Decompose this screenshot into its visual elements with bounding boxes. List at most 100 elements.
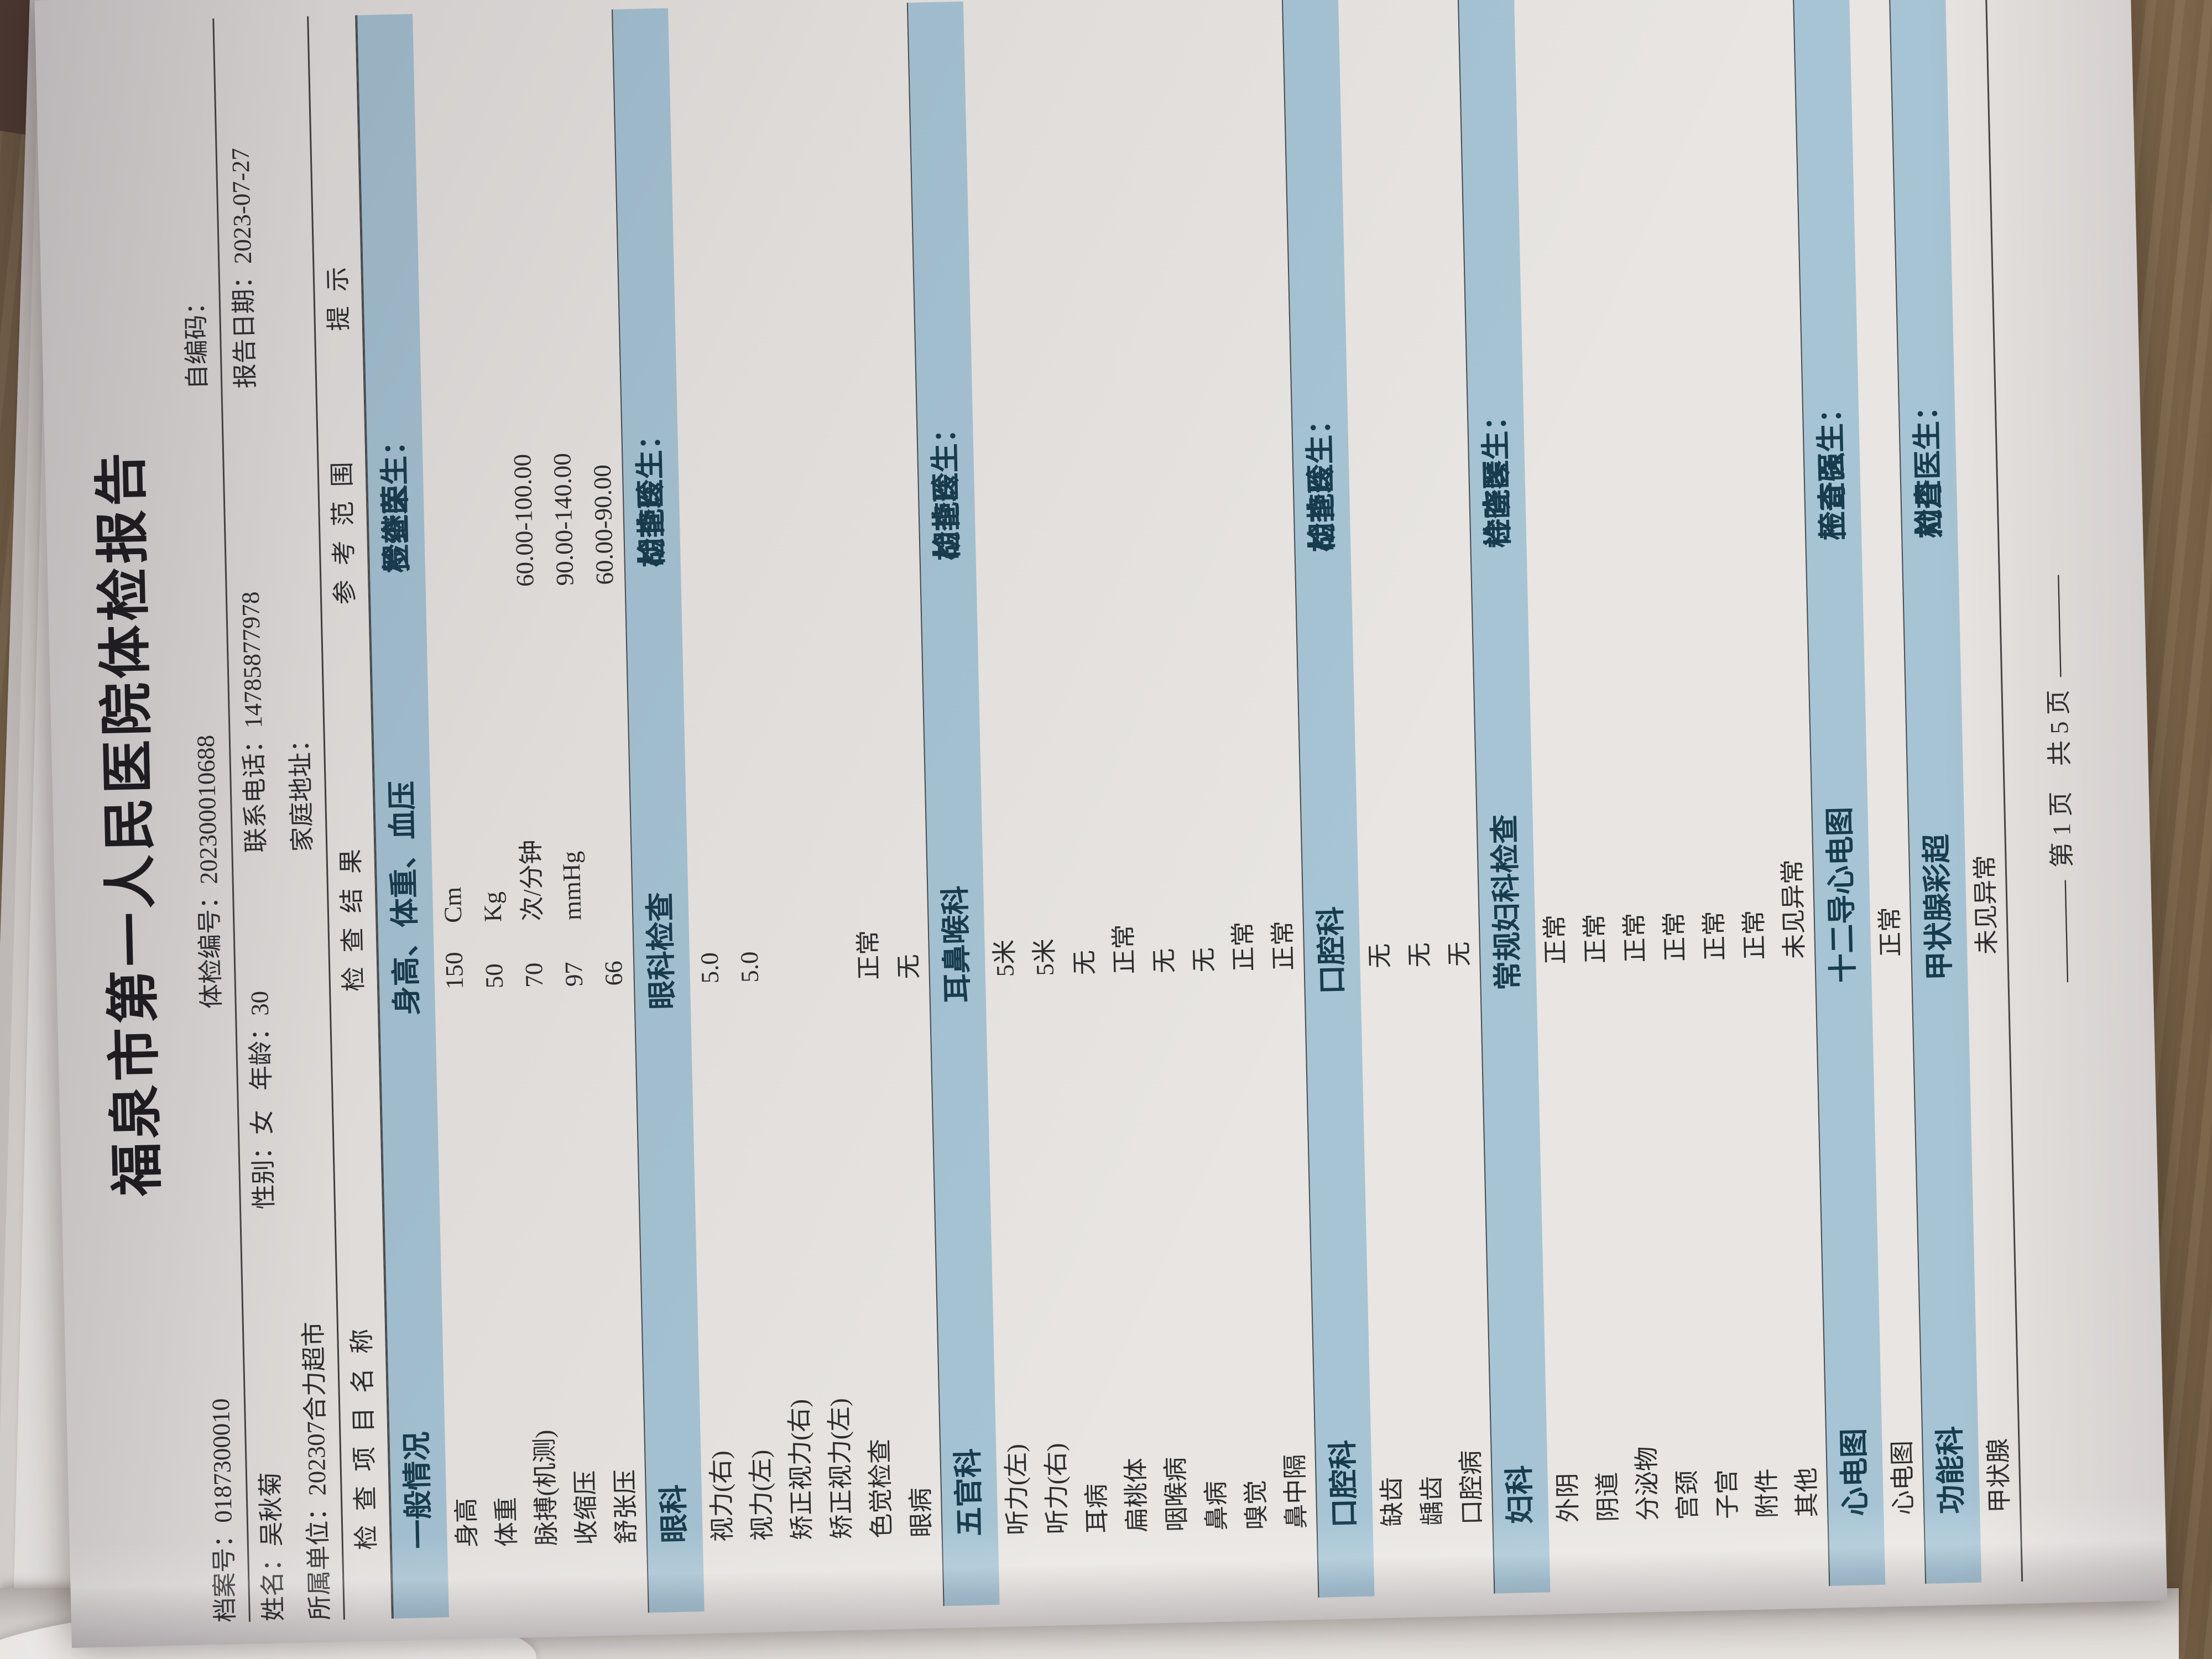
section-name: 眼科 (658, 1484, 691, 1543)
row-item-name: 其他 (1792, 1467, 1822, 1518)
section-subtitle: 身高、体重、血压 (386, 780, 424, 1016)
row-unit: 次/分钟 (517, 839, 547, 922)
exam-no-field: 体检编号：202300010688 (182, 734, 235, 1009)
section-name: 心电图 (1838, 1428, 1872, 1517)
row-item-name: 视力(左) (747, 1449, 776, 1542)
row-result: 150 (440, 951, 469, 990)
row-result: 无 (1405, 942, 1434, 968)
phone-field: 联系电话：14785877978 (227, 591, 280, 853)
report-date-field: 报告日期：2023-07-27 (217, 147, 269, 389)
section-subtitle: 常规妇科检查 (1489, 814, 1525, 991)
row-item-name: 鼻病 (1202, 1480, 1231, 1531)
row-item-name: 鼻中隔 (1281, 1454, 1311, 1530)
section-name: 口腔科 (1327, 1439, 1361, 1528)
row-result: 5米 (1030, 938, 1059, 977)
report-sheet: 福泉市第一人民医院体检报告 档案号：0187300010 体检编号：202300… (34, 0, 2168, 1648)
age-label: 年龄： (246, 1015, 276, 1091)
section-subtitle: 甲状腺彩超 (1921, 833, 1957, 981)
row-item-name: 收缩压 (571, 1470, 601, 1546)
row-item-name: 视力(右) (707, 1450, 737, 1542)
row-result: 正常 (1740, 910, 1769, 961)
row-result: 正常 (1580, 913, 1610, 964)
age-field: 年龄：30 (236, 990, 285, 1091)
row-result: 66 (599, 960, 628, 987)
row-reference-range: 60.00-90.00 (588, 464, 619, 586)
row-result: 正常 (1700, 910, 1729, 961)
section-subtitle: 口腔科 (1315, 906, 1349, 995)
row-item-name: 耳病 (1082, 1483, 1112, 1534)
page-footer: ———— 第 1 页 共 5 页 ———— (2041, 575, 2079, 983)
exam-no-value: 202300010688 (191, 734, 223, 885)
section-subtitle: 眼科检查 (644, 891, 680, 1010)
row-item-name: 身高 (452, 1498, 482, 1548)
name-field: 姓名：吴秋菊 (247, 1472, 297, 1622)
row-item-name: 分泌物 (1632, 1446, 1662, 1521)
doctor-name: 胡艳玲 (930, 472, 964, 561)
row-item-name: 龋齿 (1417, 1475, 1447, 1526)
row-item-name: 外阴 (1553, 1472, 1583, 1524)
row-result: 无 (1070, 950, 1099, 975)
work-unit-label: 所属单位： (303, 1495, 334, 1621)
row-item-name: 附件 (1752, 1468, 1782, 1519)
row-item-name: 听力(右) (1042, 1442, 1072, 1535)
age-value: 30 (246, 990, 274, 1016)
report-date-label: 报告日期： (229, 263, 260, 389)
row-item-name: 色觉检查 (865, 1438, 896, 1539)
doctor-name: 刘丹 (1912, 479, 1947, 539)
row-item-name: 心电图 (1888, 1440, 1918, 1516)
section-name: 五官科 (952, 1448, 987, 1537)
row-result: 正常 (1620, 912, 1650, 963)
row-result: 正常 (1660, 911, 1689, 962)
row-item-name: 矫正视力(右) (785, 1399, 816, 1541)
row-item-name: 宫颈 (1673, 1470, 1702, 1521)
report-date-value: 2023-07-27 (226, 147, 257, 264)
row-item-name: 子宫 (1713, 1469, 1742, 1520)
row-result: 5.0 (735, 951, 764, 983)
row-result: 正常 (1109, 924, 1139, 975)
row-result: 无 (1150, 948, 1178, 974)
archive-no-value: 0187300010 (206, 1398, 237, 1524)
row-unit: mmHg (557, 851, 587, 921)
doctor-name: 胡艳玲 (635, 479, 669, 568)
row-item-name: 阴道 (1593, 1472, 1623, 1522)
row-result: 正常 (854, 930, 883, 980)
column-header-hint: 提示 (323, 252, 353, 331)
self-code-label: 自编码： (181, 289, 212, 390)
exam-no-label: 体检编号： (195, 884, 226, 1009)
row-result: 无 (1445, 941, 1474, 967)
work-unit-field: 所属单位：202307合力超市 (290, 1321, 343, 1621)
row-item-name: 咽喉病 (1161, 1457, 1191, 1532)
row-result: 正常 (1269, 920, 1298, 971)
row-item-name: 眼病 (906, 1487, 936, 1538)
row-item-name: 嗅觉 (1241, 1479, 1271, 1530)
row-result: 无 (1365, 943, 1394, 969)
section-subtitle: 耳鼻喉科 (940, 885, 974, 1003)
home-address-label: 家庭地址： (286, 727, 317, 852)
row-result: 正常 (1229, 921, 1258, 972)
row-item-name: 甲状腺 (1984, 1438, 2014, 1514)
archive-no-field: 档案号：0187300010 (197, 1398, 249, 1623)
section-name: 妇科 (1504, 1464, 1537, 1525)
name-value: 吴秋菊 (256, 1472, 286, 1547)
home-address-field: 家庭地址： (276, 727, 326, 852)
row-item-name: 体重 (492, 1496, 521, 1547)
sex-label: 性别： (249, 1134, 279, 1210)
phone-label: 联系电话： (239, 728, 270, 853)
section-name: 功能科 (1934, 1426, 1969, 1515)
section-subtitle: 十二导心电图 (1824, 806, 1860, 983)
row-item-name: 矫正视力(左) (825, 1397, 856, 1540)
row-result: 未见异常 (1971, 854, 2001, 955)
column-header-result: 检查结果 (336, 834, 368, 992)
row-unit: Kg (478, 891, 507, 922)
column-header-range: 参考范围 (327, 447, 359, 605)
row-result: 97 (560, 961, 588, 987)
row-item-name: 听力(左) (1002, 1443, 1032, 1536)
row-item-name: 脉搏(机测) (530, 1429, 561, 1547)
name-label: 姓名： (258, 1546, 288, 1622)
phone-value: 14785877978 (236, 591, 268, 729)
section-name: 一般情况 (401, 1431, 436, 1550)
table-body: 一般情况 身高、体重、血压 检查医生： 罗继荣 身高 150 Cm 体重 50 K… (356, 0, 2021, 1619)
row-item-name: 缺齿 (1378, 1477, 1407, 1527)
row-unit: Cm (438, 886, 467, 924)
sex-value: 女 (248, 1109, 277, 1135)
